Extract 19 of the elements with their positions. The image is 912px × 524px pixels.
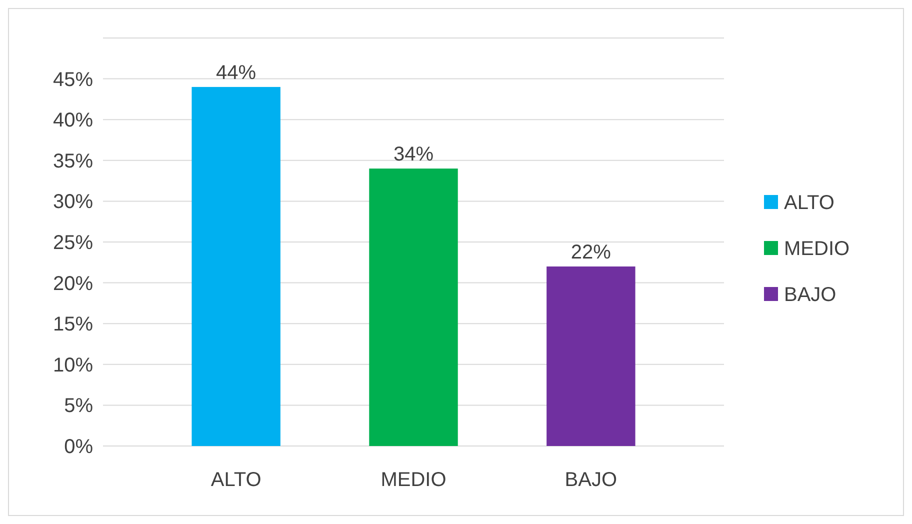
- y-tick-label: 45%: [52, 68, 94, 91]
- legend-label: BAJO: [784, 284, 836, 306]
- y-tick-label: 40%: [52, 110, 94, 132]
- y-tick-label: 15%: [52, 314, 94, 336]
- data-label: 22%: [570, 241, 612, 264]
- y-tick-label: 0%: [64, 436, 94, 458]
- y-tick-label: 30%: [52, 191, 94, 214]
- legend-label: ALTO: [784, 192, 834, 214]
- y-tick-label: 10%: [52, 354, 94, 376]
- x-tick-label: ALTO: [210, 469, 262, 491]
- x-tick-label: BAJO: [564, 469, 618, 491]
- y-tick-label: 5%: [64, 395, 94, 418]
- y-tick-label: 35%: [52, 150, 94, 172]
- data-label: 44%: [216, 62, 256, 84]
- y-tick-label: 20%: [52, 272, 94, 295]
- legend-label: MEDIO: [784, 238, 850, 260]
- y-tick-label: 25%: [52, 232, 94, 254]
- x-tick-label: MEDIO: [380, 469, 446, 491]
- data-label: 34%: [393, 144, 434, 166]
